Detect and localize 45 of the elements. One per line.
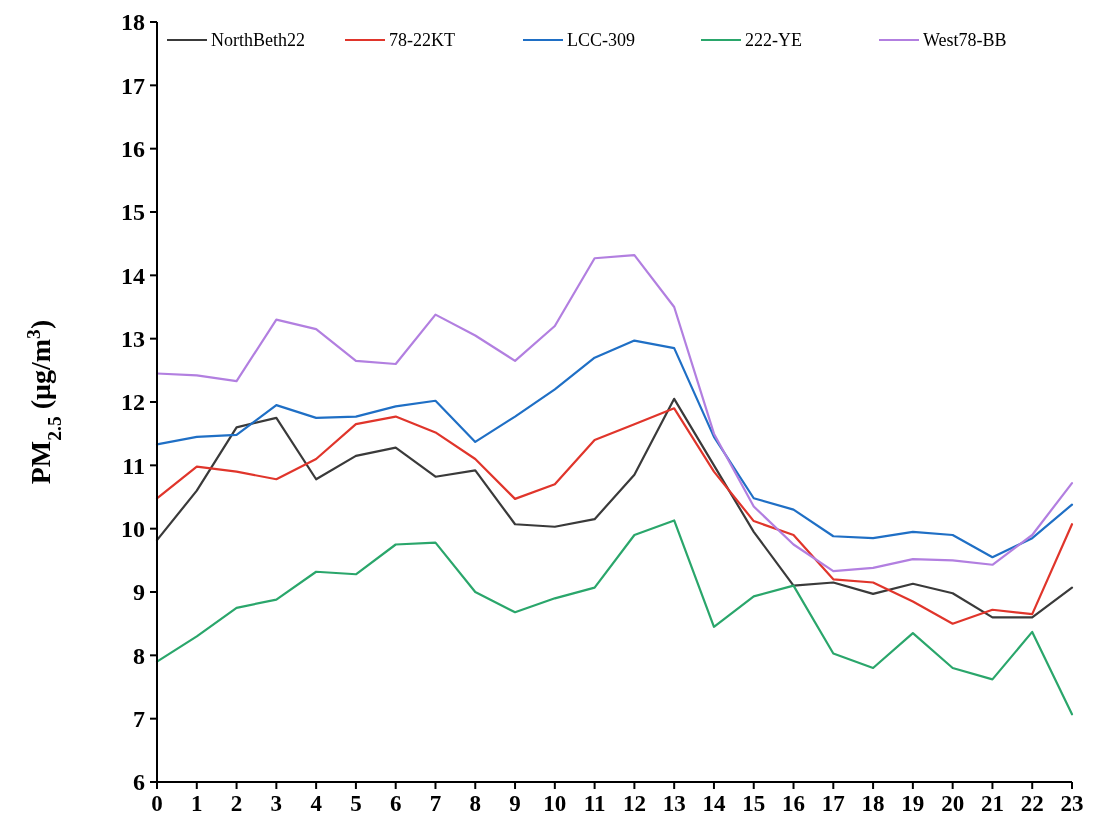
x-tick-label: 16 <box>782 791 806 816</box>
y-tick-label: 11 <box>122 452 145 479</box>
y-tick-label: 6 <box>133 769 145 796</box>
y-tick-label: 18 <box>121 9 145 36</box>
y-tick-label: 17 <box>121 72 145 99</box>
y-tick-label: 16 <box>121 136 145 163</box>
x-tick-label: 5 <box>350 791 362 816</box>
y-tick-label: 15 <box>121 199 145 226</box>
legend-label: 78-22KT <box>389 30 455 51</box>
x-tick-label: 13 <box>662 791 686 816</box>
x-tick-label: 15 <box>742 791 766 816</box>
y-tick-label: 12 <box>121 389 145 416</box>
x-tick-label: 17 <box>821 791 845 816</box>
x-tick-label: 0 <box>151 791 163 816</box>
x-tick-label: 10 <box>543 791 567 816</box>
x-tick-label: 20 <box>941 791 965 816</box>
x-tick-label: 22 <box>1020 791 1044 816</box>
line-series <box>155 519 1074 716</box>
legend-label: LCC-309 <box>567 30 636 51</box>
x-tick-label: 12 <box>622 791 646 816</box>
y-tick-label: 10 <box>121 516 145 543</box>
x-tick-label: 19 <box>901 791 925 816</box>
x-tick-label: 7 <box>429 791 442 816</box>
x-tick-label: 23 <box>1060 791 1084 816</box>
y-tick-label: 9 <box>133 579 145 606</box>
line-series <box>155 339 1074 559</box>
y-tick-label: 13 <box>121 326 145 353</box>
x-tick-label: 4 <box>310 791 323 816</box>
x-tick-label: 2 <box>230 791 243 816</box>
x-tick-label: 1 <box>191 791 203 816</box>
x-tick-label: 3 <box>270 791 283 816</box>
x-tick-label: 21 <box>980 791 1004 816</box>
line-series <box>155 253 1074 573</box>
legend-label: West78-BB <box>923 30 1007 51</box>
legend-label: 222-YE <box>745 30 802 51</box>
x-tick-label: 14 <box>702 791 726 816</box>
y-tick-label: 14 <box>121 262 145 289</box>
x-tick-label: 9 <box>509 791 521 816</box>
x-tick-label: 18 <box>861 791 885 816</box>
y-tick-label: 8 <box>133 642 145 669</box>
y-tick-label: 7 <box>133 706 145 733</box>
x-tick-label: 11 <box>583 791 606 816</box>
x-tick-label: 8 <box>469 791 482 816</box>
legend-label: NorthBeth22 <box>211 30 305 51</box>
x-tick-label: 6 <box>389 791 402 816</box>
